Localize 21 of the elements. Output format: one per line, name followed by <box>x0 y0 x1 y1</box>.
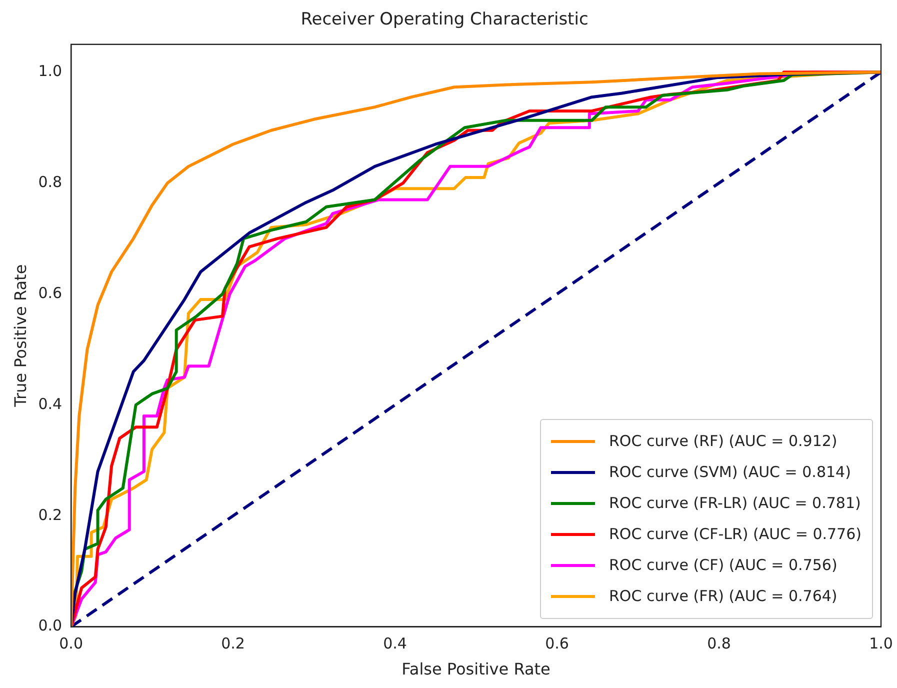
x-tick-label: 0.4 <box>383 634 407 653</box>
x-tick-label: 1.0 <box>869 634 893 653</box>
x-tick-label: 0.6 <box>545 634 569 653</box>
legend-label: ROC curve (CF-LR) (AUC = 0.776) <box>609 525 862 544</box>
legend-label: ROC curve (SVM) (AUC = 0.814) <box>609 463 851 482</box>
y-tick-label: 1.0 <box>38 62 62 80</box>
y-tick-label: 0.4 <box>38 394 62 413</box>
chart-title: Receiver Operating Characteristic <box>300 10 588 30</box>
y-tick-label: 0.2 <box>38 506 62 524</box>
x-tick-label: 0.0 <box>59 634 83 653</box>
legend-label: ROC curve (FR-LR) (AUC = 0.781) <box>609 494 861 512</box>
legend-label: ROC curve (RF) (AUC = 0.912) <box>609 432 838 450</box>
y-tick-label: 0.6 <box>38 284 62 302</box>
legend-label: ROC curve (FR) (AUC = 0.764) <box>609 587 838 606</box>
y-tick-label: 0.0 <box>38 616 62 635</box>
x-tick-label: 0.2 <box>221 634 245 653</box>
legend-label: ROC curve (CF) (AUC = 0.756) <box>609 556 838 574</box>
x-axis-title: False Positive Rate <box>402 660 550 679</box>
y-axis-title: True Positive Rate <box>10 264 30 408</box>
x-tick-label: 0.8 <box>707 634 731 653</box>
y-tick-label: 0.8 <box>38 172 62 191</box>
